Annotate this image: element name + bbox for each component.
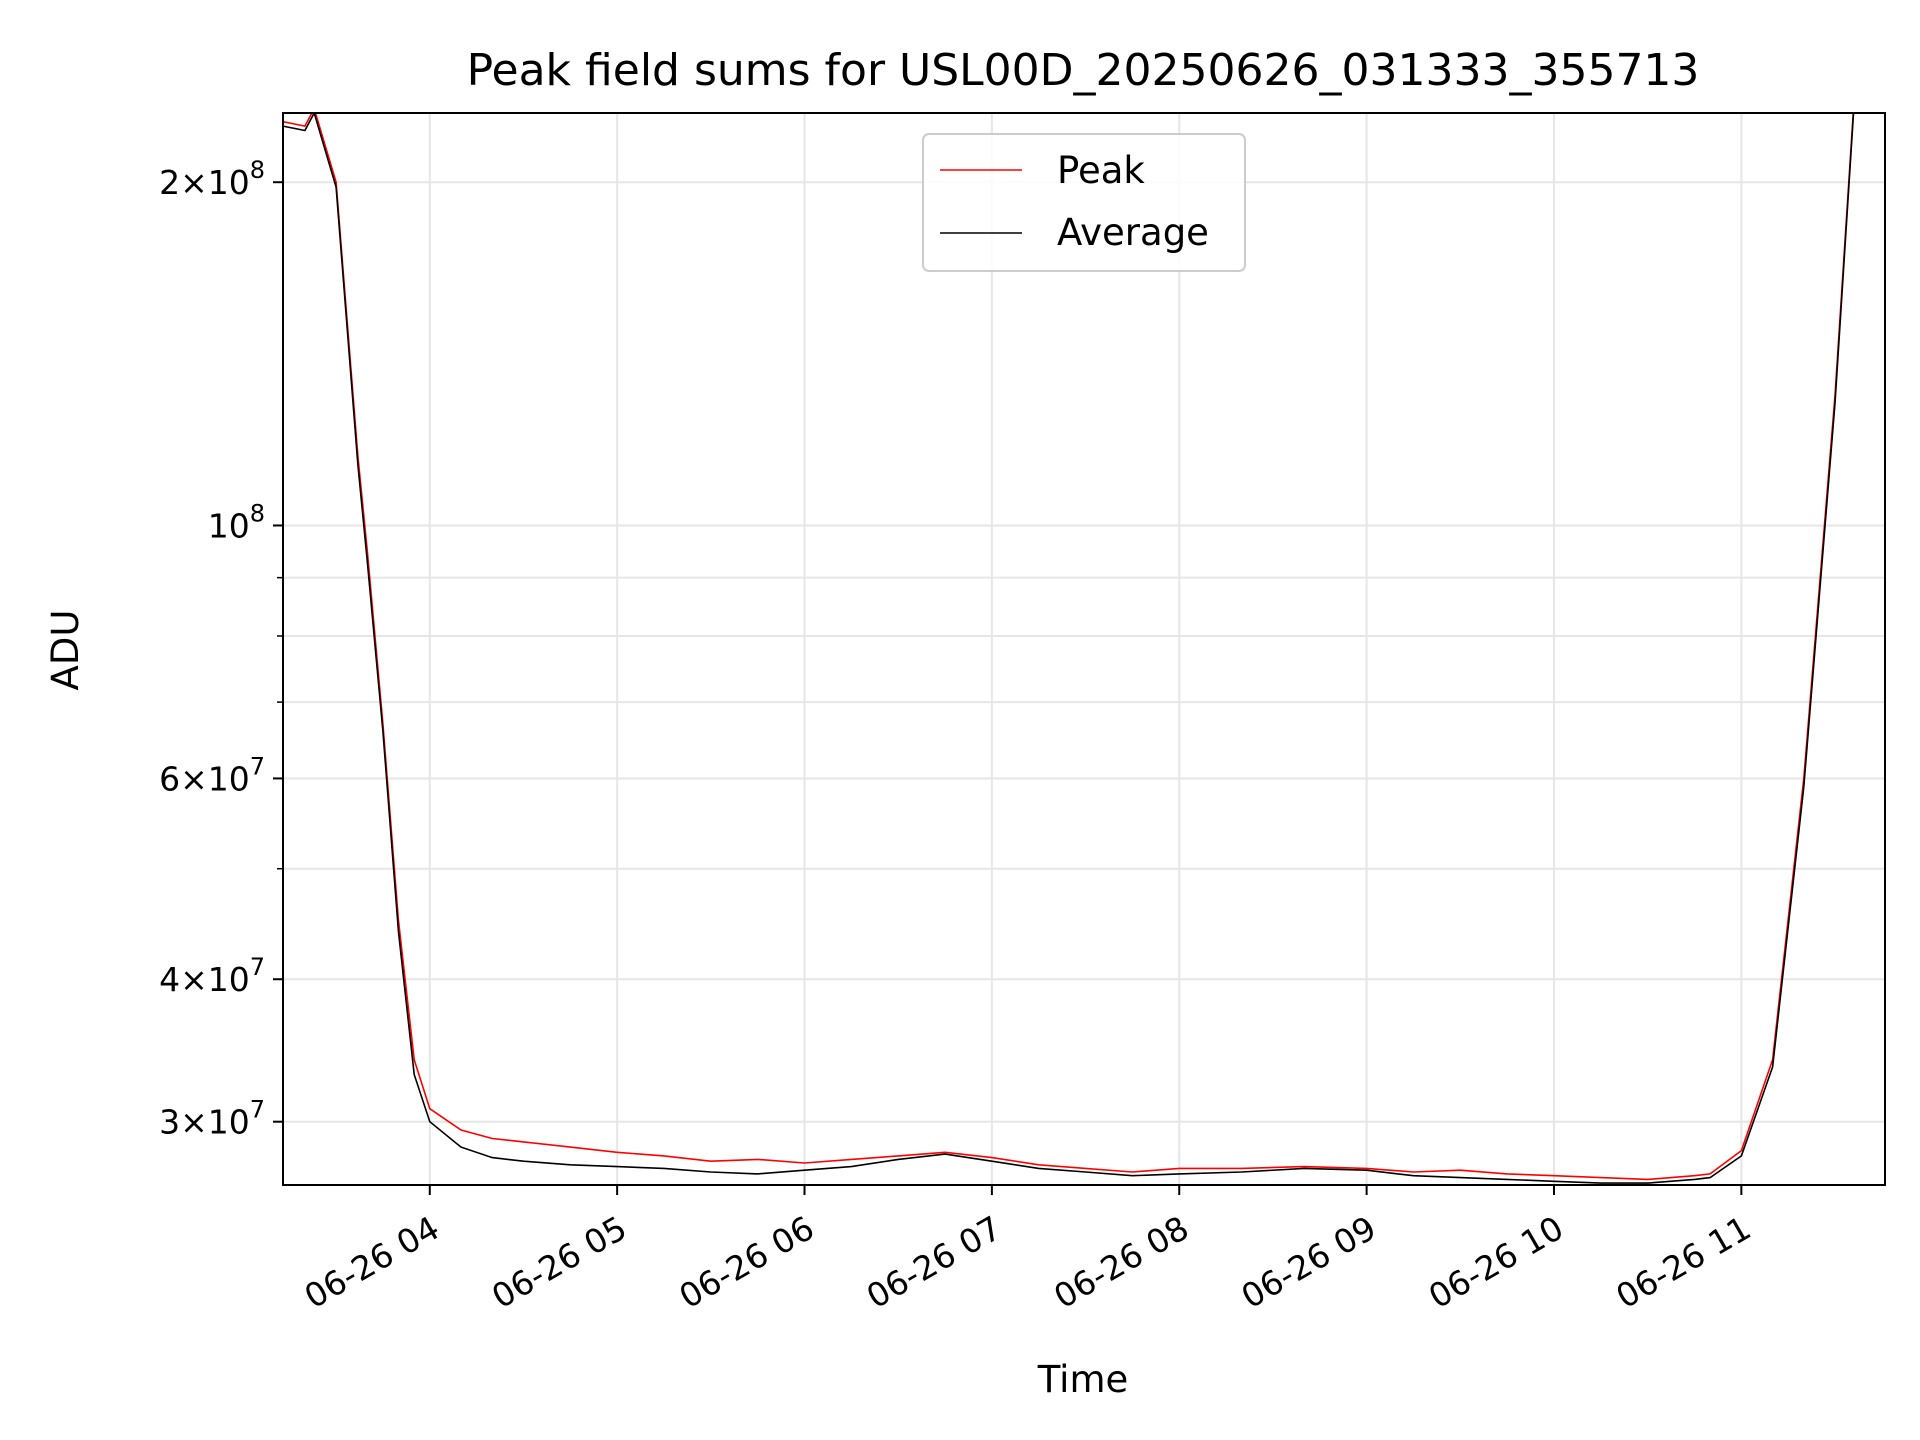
plot-frame — [282, 112, 1886, 1186]
legend-box — [922, 133, 1246, 272]
y-tick-label: 6×107 — [159, 752, 265, 798]
y-tick-label: 2×108 — [159, 156, 265, 202]
legend-label-average: Average — [1057, 211, 1209, 254]
chart-title: Peak field sums for USL00D_20250626_0313… — [467, 45, 1700, 96]
legend: Peak Average — [922, 133, 1246, 272]
y-tick-label: 108 — [208, 499, 265, 545]
grid — [283, 113, 1885, 1185]
series-line-peak — [283, 113, 1855, 1181]
y-tick-label: 4×107 — [159, 953, 265, 999]
x-axis-label: Time — [1037, 1358, 1129, 1401]
y-tick-label: 3×107 — [159, 1096, 265, 1142]
y-axis-label: ADU — [44, 610, 87, 691]
y-axis: 3×107 4×107 6×107 108 2×108 — [159, 156, 283, 1142]
legend-label-peak: Peak — [1057, 149, 1145, 192]
series-line-average — [283, 113, 1855, 1184]
plot-area — [283, 113, 1855, 1184]
